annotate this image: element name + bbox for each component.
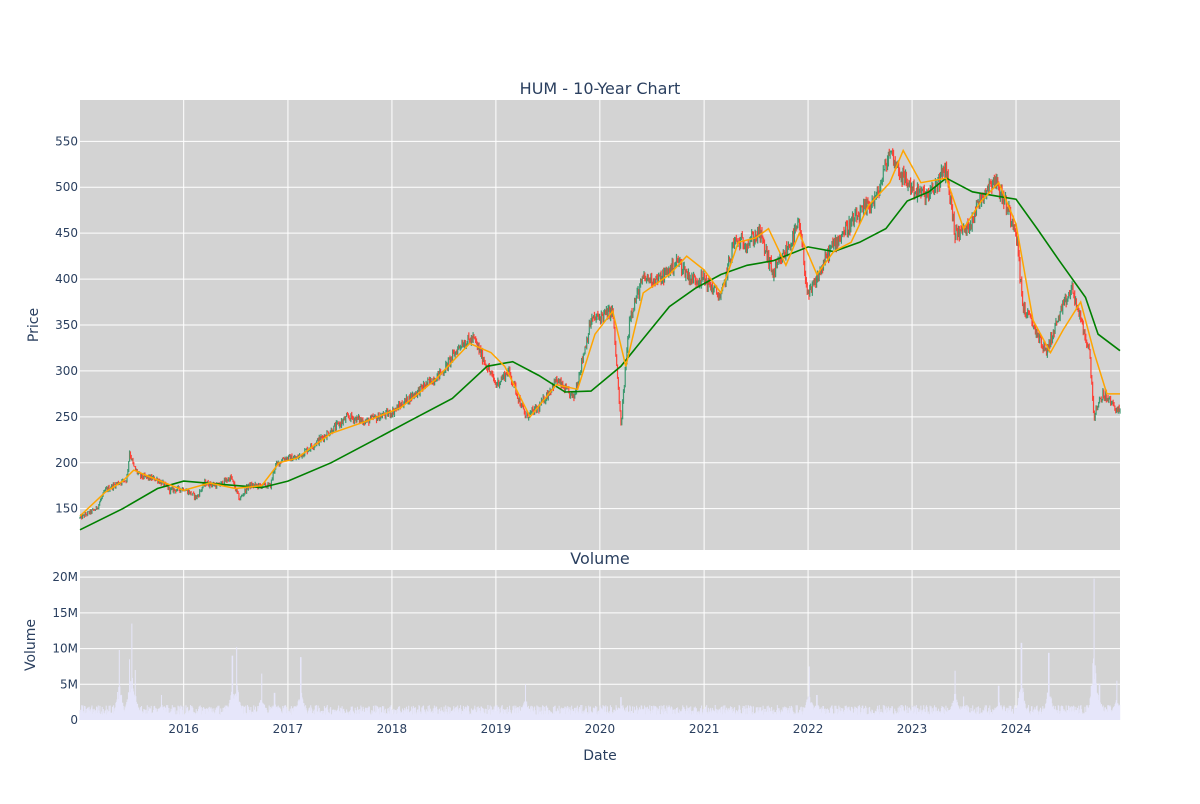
x-tick-label: 2019 (481, 722, 512, 736)
volume-y-tick-label: 20M (52, 570, 78, 584)
ma-short-line (79, 148, 1120, 517)
x-tick-label: 2017 (273, 722, 304, 736)
volume-chart-title: Volume (570, 549, 630, 568)
price-y-tick-labels: 150 200 250 300 350 400 450 500 550 (55, 134, 78, 515)
volume-y-tick-label: 15M (52, 606, 78, 620)
ma-long-line (79, 177, 1121, 531)
x-tick-labels: 2016 2017 2018 2019 2020 2021 2022 2023 2024 (168, 722, 1031, 736)
x-tick-label: 2020 (585, 722, 616, 736)
x-tick-label: 2018 (377, 722, 408, 736)
price-y-tick-label: 500 (55, 180, 78, 194)
volume-y-tick-labels: 0 5M 10M 15M 20M (52, 570, 78, 727)
volume-bars (79, 578, 1121, 720)
volume-axis-label: Volume (23, 619, 39, 671)
x-tick-label: 2021 (689, 722, 720, 736)
price-y-tick-label: 400 (55, 272, 78, 286)
x-tick-label: 2023 (897, 722, 928, 736)
price-y-tick-label: 300 (55, 364, 78, 378)
price-y-tick-label: 150 (55, 502, 78, 516)
price-y-tick-label: 250 (55, 410, 78, 424)
date-axis-label: Date (583, 748, 616, 764)
volume-y-tick-label: 10M (52, 642, 78, 656)
volume-gridlines (80, 570, 1120, 721)
price-y-tick-label: 450 (55, 226, 78, 240)
price-y-tick-label: 550 (55, 134, 78, 148)
x-tick-label: 2016 (168, 722, 199, 736)
price-panel: 150 200 250 300 350 400 450 500 550 (55, 100, 1121, 550)
price-y-tick-label: 200 (55, 456, 78, 470)
price-chart-title: HUM - 10-Year Chart (520, 79, 681, 98)
x-tick-label: 2022 (793, 722, 824, 736)
price-gridlines (80, 100, 1120, 550)
x-tick-label: 2024 (1001, 722, 1032, 736)
price-y-tick-label: 350 (55, 318, 78, 332)
volume-panel: 0 5M 10M 15M 20M (52, 570, 1121, 727)
volume-y-tick-label: 0 (70, 713, 78, 727)
volume-y-tick-label: 5M (60, 677, 78, 691)
price-axis-label: Price (26, 308, 42, 342)
